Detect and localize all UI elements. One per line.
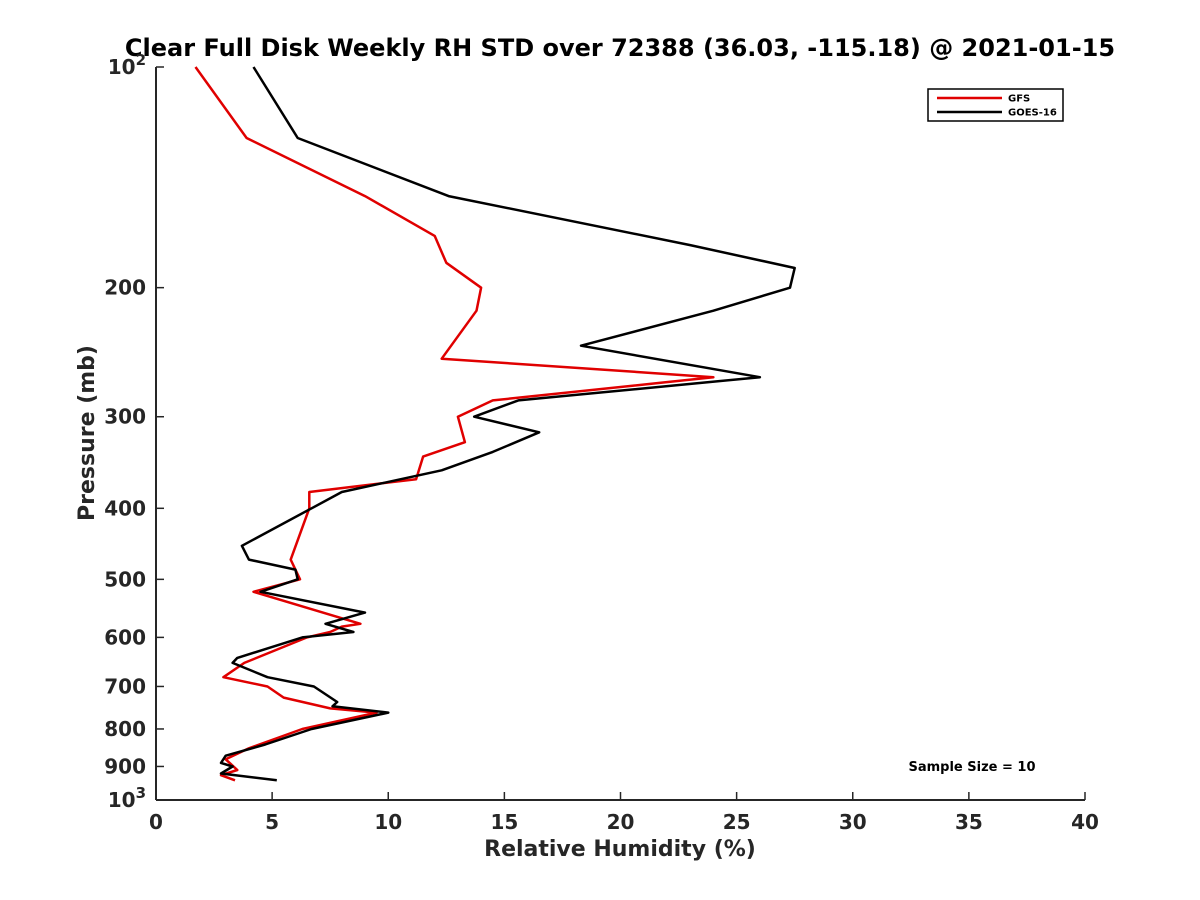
x-tick-label: 35 <box>955 810 983 834</box>
y-axis-label: Pressure (mb) <box>75 345 100 521</box>
y-tick-label: 200 <box>104 276 146 300</box>
legend-label-gfs: GFS <box>1008 94 1030 105</box>
x-tick-label: 30 <box>839 810 867 834</box>
y-tick-label: 300 <box>104 405 146 429</box>
legend-box <box>927 88 1064 122</box>
y-tick-label: 800 <box>104 717 146 741</box>
x-ticks: 0 5 10 15 20 25 30 35 40 <box>149 792 1099 834</box>
series-layer <box>194 66 796 782</box>
y-tick-label: 103 <box>108 784 146 812</box>
series-line-goes-16 <box>219 66 796 782</box>
sample-size-annotation: Sample Size = 10 <box>908 760 1035 775</box>
x-tick-label: 15 <box>490 810 518 834</box>
plot-area <box>156 67 1085 800</box>
x-tick-label: 10 <box>374 810 402 834</box>
x-tick-label: 0 <box>149 810 163 834</box>
x-tick-label: 40 <box>1071 810 1099 834</box>
y-tick-label: 900 <box>104 754 146 778</box>
series-line-gfs <box>194 66 715 782</box>
x-tick-label: 5 <box>265 810 279 834</box>
legend: GFS GOES-16 <box>927 88 1064 122</box>
y-tick-label: 700 <box>104 674 146 698</box>
y-tick-label: 600 <box>104 625 146 649</box>
legend-label-goes-16: GOES-16 <box>1008 108 1057 119</box>
y-tick-label: 102 <box>108 51 146 79</box>
y-ticks: 102 200 300 400 500 600 700 800 900 103 <box>104 51 164 812</box>
x-tick-label: 20 <box>607 810 635 834</box>
chart-title: Clear Full Disk Weekly RH STD over 72388… <box>125 34 1115 62</box>
x-axis-label: Relative Humidity (%) <box>484 837 756 862</box>
x-tick-label: 25 <box>723 810 751 834</box>
y-tick-label: 400 <box>104 496 146 520</box>
y-tick-label: 500 <box>104 567 146 591</box>
